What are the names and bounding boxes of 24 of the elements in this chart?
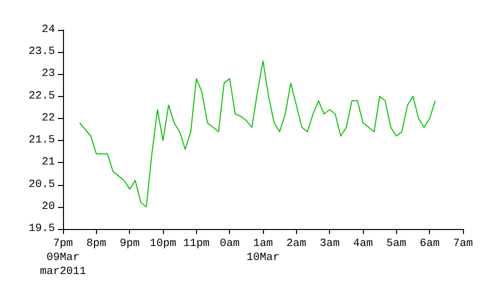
x-tick-label: 10pm xyxy=(150,238,177,250)
x-tick-label: 0am xyxy=(220,238,240,250)
y-tick-label: 21.5 xyxy=(28,134,55,147)
x-tick-label: 6am xyxy=(420,238,440,250)
x-tick-label: 9pm xyxy=(120,238,140,250)
y-tick-label: 20.5 xyxy=(28,178,55,191)
x-tick-label: 2am xyxy=(286,238,307,250)
x-tick-label: 7am xyxy=(453,238,474,250)
line-series xyxy=(79,60,436,208)
y-tick-label: 23 xyxy=(42,68,55,80)
y-tick-label: 20 xyxy=(42,200,55,213)
x-tick-label: 8pm xyxy=(86,238,107,250)
y-tick-label: 22.5 xyxy=(28,90,55,102)
x-tick-label: 4am xyxy=(353,238,374,250)
x-tick-label: 3am xyxy=(320,238,340,250)
x-tick-label: 11pm xyxy=(183,238,210,250)
y-tick-label: 19.5 xyxy=(28,223,55,235)
x-tick-label: 1am 10Mar xyxy=(246,238,280,264)
y-tick-label: 24 xyxy=(42,24,56,36)
x-tick-label: 7pm 09Mar mar2011 xyxy=(40,238,86,278)
y-tick-label: 22 xyxy=(42,112,55,124)
y-tick-label: 21 xyxy=(42,156,56,169)
y-tick-label: 23.5 xyxy=(28,46,55,58)
x-tick-label: 5am xyxy=(386,238,407,250)
